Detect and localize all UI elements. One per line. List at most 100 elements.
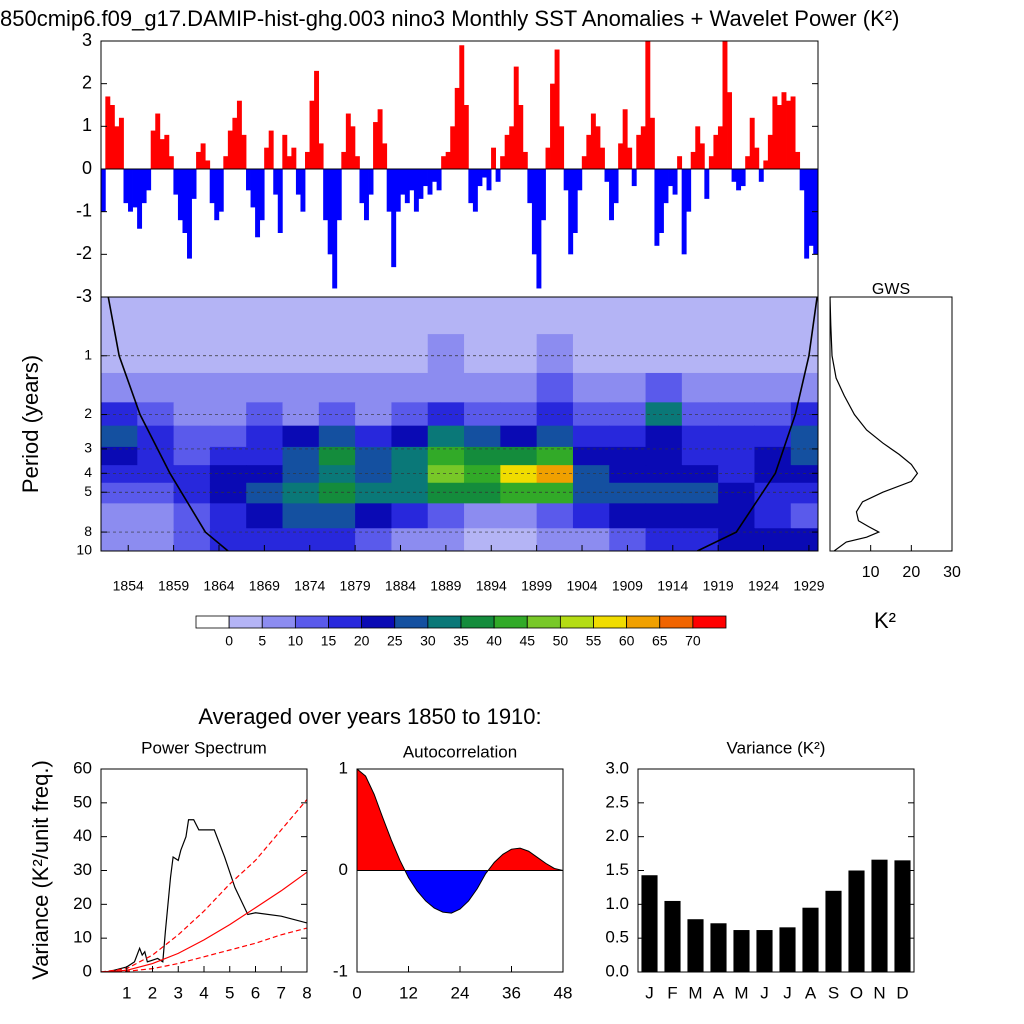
x-tick-label: 12 — [399, 983, 418, 1002]
power-cell — [572, 446, 610, 466]
power-cell — [209, 446, 247, 466]
x-tick-label: 20 — [902, 564, 920, 581]
y-tick-label: 3 — [82, 30, 92, 50]
bar — [468, 169, 474, 204]
y-tick-label: 0 — [83, 961, 92, 980]
power-cell — [427, 402, 465, 427]
x-tick-label: 1889 — [430, 578, 461, 594]
area — [357, 769, 563, 871]
bar — [377, 109, 383, 169]
power-cell — [718, 482, 755, 504]
colorbar-swatch — [526, 615, 561, 629]
power-cell — [391, 297, 429, 335]
bar — [731, 169, 737, 182]
bar — [654, 169, 660, 246]
x-tick-label: M — [688, 983, 702, 1002]
power-cell — [355, 334, 392, 374]
y-tick-label: 0 — [82, 158, 92, 178]
bar — [264, 147, 270, 169]
colorbar-swatch — [460, 615, 495, 629]
bar — [804, 169, 810, 259]
bar — [695, 126, 701, 169]
y-tick-label: 30 — [73, 860, 92, 879]
plot-area — [830, 297, 919, 551]
y-tick-label: 3 — [84, 440, 92, 456]
power-cell — [500, 425, 538, 448]
bar — [109, 105, 115, 169]
bar — [513, 66, 519, 169]
power-cell — [391, 372, 429, 403]
bar — [441, 156, 447, 169]
x-tick-label: 1919 — [703, 578, 734, 594]
x-tick-label: 0 — [352, 983, 361, 1002]
bar — [187, 169, 192, 259]
bar — [386, 169, 392, 212]
x-tick-label: 1864 — [203, 578, 234, 594]
power-cell — [427, 297, 465, 335]
power-cell — [282, 334, 320, 374]
bar — [164, 134, 170, 169]
power-cell — [137, 528, 175, 551]
power-cell — [681, 465, 719, 484]
bar — [736, 169, 742, 191]
line — [106, 819, 307, 972]
colorbar-label: 60 — [619, 633, 635, 649]
power-cell — [790, 334, 818, 374]
x-tick-label: 1899 — [521, 578, 552, 594]
power-cell — [246, 503, 284, 529]
bar — [572, 169, 578, 233]
bar — [223, 156, 229, 169]
bar — [781, 92, 787, 169]
bar — [545, 147, 551, 169]
power-cell — [391, 503, 429, 529]
power-cell — [609, 425, 647, 448]
bar — [209, 169, 215, 204]
bar — [350, 126, 356, 169]
bar — [790, 96, 796, 169]
panel-title: GWS — [872, 281, 910, 298]
power-cell — [355, 425, 392, 448]
y-tick-label: 8 — [84, 523, 92, 539]
bar — [177, 169, 183, 221]
power-cell — [464, 425, 501, 448]
power-cell — [718, 465, 755, 484]
bar — [282, 134, 288, 169]
bar — [668, 169, 673, 187]
bar — [658, 169, 664, 233]
power-cell — [391, 446, 429, 466]
power-cell — [645, 425, 683, 448]
y-axis-label: Variance (K²/unit freq.) — [28, 760, 53, 980]
bar — [554, 49, 560, 169]
y-tick-label: 1 — [84, 346, 92, 362]
y-tick-label: 0.0 — [605, 961, 629, 980]
x-tick-label: 48 — [554, 983, 573, 1002]
x-axis-label: K² — [874, 608, 896, 633]
bar — [802, 907, 819, 972]
power-cell — [173, 528, 211, 551]
bar — [268, 130, 274, 169]
bar — [182, 169, 188, 233]
bar — [540, 169, 546, 221]
x-tick-label: 24 — [451, 983, 470, 1002]
y-tick-label: 2 — [82, 72, 92, 92]
y-tick-label: -3 — [76, 286, 92, 306]
power-cell — [572, 503, 610, 529]
colorbar-swatch — [593, 615, 628, 629]
colorbar-label: 5 — [258, 633, 266, 649]
colorbar-swatch — [659, 615, 694, 629]
power-cell — [681, 402, 719, 427]
bar — [382, 143, 388, 169]
power-cell — [101, 372, 138, 403]
bar — [645, 41, 651, 169]
power-cell — [718, 446, 755, 466]
bar — [173, 169, 179, 195]
power-cell — [500, 334, 538, 374]
frame — [100, 768, 308, 973]
power-cell — [790, 465, 818, 484]
x-tick-label: J — [760, 983, 769, 1002]
power-cell — [536, 334, 574, 374]
bar — [848, 870, 865, 972]
x-tick-label: 6 — [251, 983, 260, 1002]
power-cell — [754, 402, 792, 427]
